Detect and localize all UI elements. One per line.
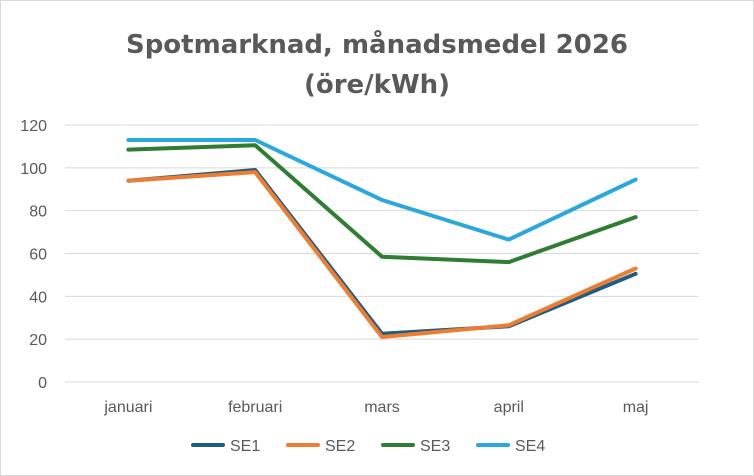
- series-line-se4: [126, 138, 638, 242]
- legend-item-se3: SE3: [381, 438, 450, 455]
- x-tick-label: mars: [364, 399, 400, 416]
- x-axis-tick-labels: januari februari mars april maj: [103, 399, 648, 416]
- series-line-se1: [126, 168, 638, 336]
- legend: SE1 SE2 SE3 SE4: [191, 438, 545, 455]
- legend-label: SE3: [420, 438, 450, 455]
- x-tick-label: maj: [623, 399, 649, 416]
- chart-subtitle: (öre/kWh): [304, 70, 450, 100]
- legend-item-se1: SE1: [191, 438, 260, 455]
- y-tick-label: 20: [29, 332, 47, 349]
- series-line-se2: [126, 170, 638, 339]
- legend-label: SE4: [515, 438, 545, 455]
- y-tick-label: 120: [20, 118, 47, 135]
- x-tick-label: april: [494, 399, 524, 416]
- legend-label: SE1: [230, 438, 260, 455]
- y-tick-label: 100: [20, 161, 47, 178]
- chart-title: Spotmarknad, månadsmedel 2026: [126, 28, 628, 60]
- y-axis-tick-labels: 0 20 40 60 80 100 120: [20, 118, 47, 392]
- y-tick-label: 80: [29, 204, 47, 221]
- legend-item-se4: SE4: [476, 438, 545, 455]
- gridlines: [65, 124, 699, 383]
- x-tick-label: januari: [103, 399, 152, 416]
- series-lines: [126, 138, 638, 339]
- legend-label: SE2: [325, 438, 355, 455]
- y-tick-label: 0: [38, 375, 47, 392]
- y-tick-label: 60: [29, 247, 47, 264]
- series-line-se3: [126, 143, 638, 265]
- legend-item-se2: SE2: [286, 438, 355, 455]
- y-tick-label: 40: [29, 289, 47, 306]
- x-tick-label: februari: [228, 399, 282, 416]
